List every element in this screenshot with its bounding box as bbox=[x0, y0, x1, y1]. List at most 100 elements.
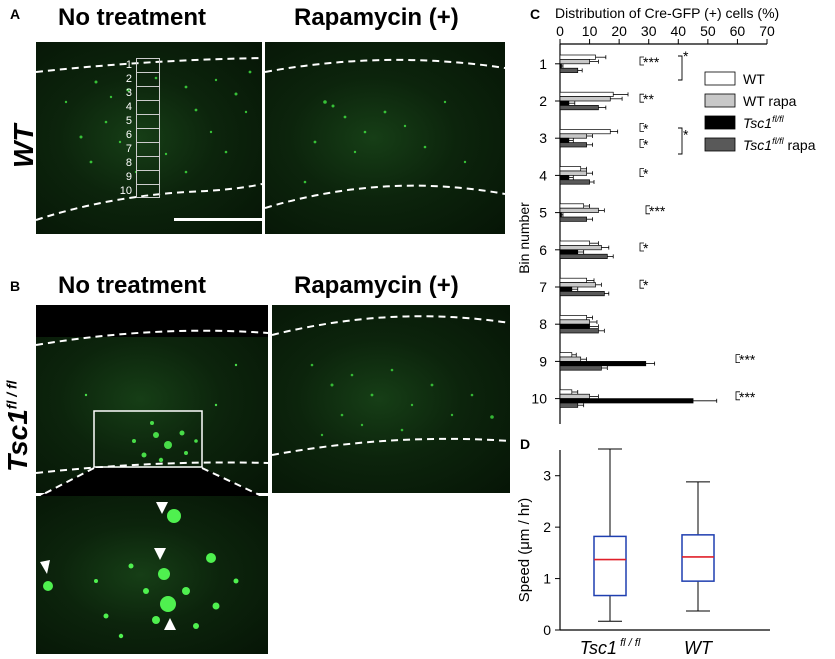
bin-tick-label: 3 bbox=[539, 130, 547, 146]
bar bbox=[559, 253, 608, 259]
zoom-wedge bbox=[35, 467, 267, 499]
bar bbox=[559, 142, 587, 148]
legend-swatch bbox=[704, 93, 736, 108]
x-tick-label: 60 bbox=[730, 23, 746, 39]
bin-number: 9 bbox=[125, 171, 132, 183]
bar bbox=[559, 352, 573, 358]
bin-tick-label: 7 bbox=[539, 279, 547, 295]
significance-bracket bbox=[735, 391, 740, 401]
significance-bracket bbox=[639, 139, 644, 148]
y-axis-label: Bin number bbox=[516, 202, 532, 274]
box bbox=[593, 535, 627, 597]
significance-bracket bbox=[639, 93, 644, 103]
category-label: WT bbox=[684, 638, 714, 658]
box bbox=[681, 534, 715, 582]
significance-label: *** bbox=[739, 352, 756, 368]
y-tick-label: 2 bbox=[543, 519, 551, 535]
bar bbox=[559, 398, 694, 404]
bin-tick-label: 1 bbox=[539, 56, 547, 72]
significance-bracket bbox=[639, 56, 644, 66]
legend-label: WT bbox=[743, 71, 765, 87]
speed-boxplot: 0 1 2 3 Speed (μm / hr) Tsc1 fl / fl WT bbox=[516, 448, 770, 658]
significance-label: * bbox=[643, 277, 649, 293]
bar bbox=[559, 291, 605, 297]
bar bbox=[559, 100, 570, 106]
panel-b-right-title: Rapamycin (+) bbox=[294, 272, 459, 299]
bar bbox=[559, 282, 596, 288]
bar bbox=[559, 91, 614, 97]
arrowhead-icon bbox=[164, 618, 176, 630]
legend-label: Tsc1fl/fl bbox=[743, 114, 785, 131]
tsc1-rapamycin-image bbox=[272, 305, 510, 493]
bin-grid bbox=[136, 58, 160, 198]
x-tick-label: 30 bbox=[641, 23, 657, 39]
bar bbox=[559, 166, 582, 172]
bar bbox=[559, 277, 587, 283]
tsc1-gene-label: Tsc1 bbox=[2, 409, 33, 472]
significance-label: ** bbox=[643, 91, 654, 107]
bar bbox=[559, 361, 647, 367]
significance-bracket bbox=[639, 123, 644, 132]
y-axis-label: Speed (μm / hr) bbox=[516, 498, 533, 603]
bar bbox=[559, 245, 602, 251]
bin-tick-label: 4 bbox=[539, 167, 547, 183]
bar bbox=[559, 175, 570, 181]
x-tick-label: 70 bbox=[759, 23, 775, 39]
significance-bracket bbox=[678, 127, 683, 155]
bar bbox=[559, 328, 599, 334]
panel-label-d: D bbox=[520, 436, 531, 452]
arrowhead-markers bbox=[40, 502, 176, 630]
bar bbox=[559, 319, 590, 325]
bar bbox=[559, 105, 599, 111]
significance-label: *** bbox=[649, 203, 666, 219]
bar bbox=[559, 323, 590, 329]
bin-number: 7 bbox=[125, 143, 132, 155]
bar bbox=[559, 59, 590, 65]
bin-number: 1 bbox=[125, 59, 132, 71]
bin-number: 2 bbox=[125, 73, 132, 85]
panel-label-c: C bbox=[530, 6, 541, 22]
panel-b-left-title: No treatment bbox=[58, 272, 207, 299]
bin-tick-label: 9 bbox=[539, 353, 547, 369]
bin-tick-label: 5 bbox=[539, 205, 547, 221]
significance-label: * bbox=[683, 126, 689, 142]
significance-label: * bbox=[643, 240, 649, 256]
tsc1-inset-zoom-image bbox=[36, 496, 268, 654]
legend-swatch bbox=[704, 115, 736, 130]
significance-label: * bbox=[683, 48, 689, 64]
bar bbox=[559, 179, 590, 185]
bin-tick-label: 2 bbox=[539, 93, 547, 109]
bar bbox=[559, 393, 590, 399]
bar bbox=[559, 133, 587, 139]
x-tick-label: 20 bbox=[611, 23, 627, 39]
bar bbox=[559, 315, 587, 321]
bar bbox=[559, 365, 602, 371]
bar bbox=[559, 216, 587, 222]
wt-untreated-image: 1 2 3 4 5 6 7 8 9 10 bbox=[36, 42, 262, 234]
bar bbox=[559, 63, 562, 69]
x-tick-label: 0 bbox=[556, 23, 564, 39]
bar bbox=[559, 212, 562, 218]
legend-label: Tsc1fl/fl rapa bbox=[743, 136, 816, 153]
bin-number: 3 bbox=[125, 87, 132, 99]
y-tick-label: 1 bbox=[543, 571, 551, 587]
bar bbox=[559, 356, 582, 362]
bar bbox=[559, 240, 590, 246]
arrowhead-icon bbox=[156, 502, 168, 514]
bar bbox=[559, 249, 579, 255]
significance-label: *** bbox=[643, 54, 660, 70]
legend-swatch bbox=[704, 71, 736, 86]
bar bbox=[559, 170, 587, 176]
bin-tick-label: 8 bbox=[539, 316, 547, 332]
bar bbox=[559, 207, 599, 213]
arrowhead-icon bbox=[40, 560, 50, 574]
panel-label-b: B bbox=[10, 278, 21, 294]
significance-label: *** bbox=[739, 389, 756, 405]
bar bbox=[559, 286, 573, 292]
significance-bracket bbox=[645, 205, 650, 215]
bin-number: 10 bbox=[119, 185, 132, 197]
bar bbox=[559, 402, 579, 408]
bar bbox=[559, 54, 596, 60]
significance-bracket bbox=[639, 279, 644, 289]
bin-distribution-chart: Distribution of Cre-GFP (+) cells (%) 0 10… bbox=[516, 5, 816, 424]
